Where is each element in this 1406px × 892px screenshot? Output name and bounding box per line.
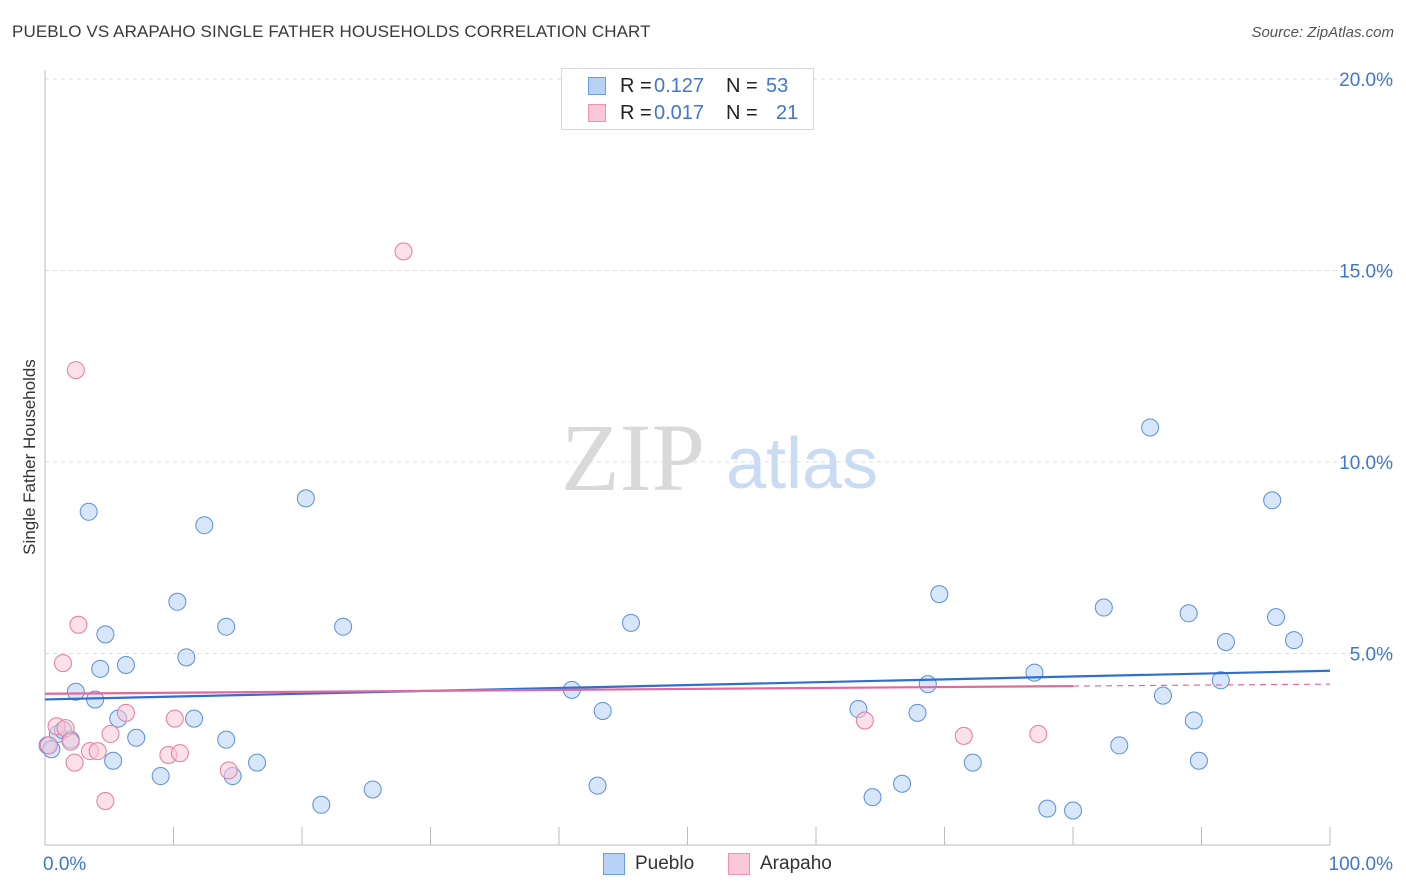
data-point-arapaho: [1029, 724, 1048, 743]
data-point-pueblo: [66, 682, 85, 701]
watermark-zip: ZIP: [561, 404, 705, 511]
legend-row-pueblo: R = 0.127 N = 53: [588, 73, 788, 99]
data-point-pueblo: [79, 502, 98, 521]
data-point-pueblo: [1110, 736, 1129, 755]
data-point-arapaho: [88, 742, 107, 761]
data-point-pueblo: [96, 625, 115, 644]
data-point-pueblo: [930, 585, 949, 604]
legend-label-pueblo: Pueblo: [635, 853, 695, 874]
n-value: 53: [766, 74, 789, 97]
data-point-pueblo: [588, 776, 607, 795]
data-point-pueblo: [195, 516, 214, 535]
data-point-arapaho: [66, 361, 85, 380]
data-point-arapaho: [61, 732, 80, 751]
data-point-pueblo: [127, 728, 146, 747]
series-legend: Pueblo Arapaho: [0, 850, 1406, 878]
data-point-pueblo: [296, 489, 315, 508]
pueblo-swatch: [603, 853, 625, 875]
trend-line-arapaho: [44, 684, 1074, 695]
data-point-pueblo: [168, 592, 187, 611]
data-point-pueblo: [893, 774, 912, 793]
data-point-arapaho: [394, 242, 413, 261]
r-value: 0.017: [654, 101, 705, 124]
data-point-pueblo: [217, 730, 236, 749]
data-point-pueblo: [334, 617, 353, 636]
trend-lines: [44, 669, 1331, 701]
data-point-arapaho: [101, 724, 120, 743]
legend-item-pueblo[interactable]: Pueblo: [603, 850, 694, 878]
n-label: N =: [726, 101, 758, 124]
series-arapaho-points: [39, 242, 1048, 810]
data-point-pueblo: [1094, 598, 1113, 617]
arapaho-swatch: [728, 853, 750, 875]
r-label: R =: [620, 101, 652, 124]
data-point-pueblo: [217, 617, 236, 636]
data-point-pueblo: [1153, 686, 1172, 705]
trend-line-arapaho-extension: [1072, 683, 1331, 687]
legend-item-arapaho[interactable]: Arapaho: [728, 850, 832, 878]
trend-line-pueblo: [44, 669, 1331, 701]
data-point-pueblo: [1267, 608, 1286, 627]
y-tick-label: 15.0%: [1339, 262, 1393, 283]
arapaho-swatch: [588, 104, 606, 122]
data-point-pueblo: [1064, 801, 1082, 820]
y-tick-label: 20.0%: [1339, 70, 1393, 91]
tick-labels: 5.0% 10.0% 15.0% 20.0% 0.0% 100.0%: [43, 70, 1393, 875]
data-point-arapaho: [165, 709, 184, 728]
data-point-pueblo: [104, 751, 123, 770]
data-point-pueblo: [91, 659, 110, 678]
data-point-pueblo: [1189, 751, 1208, 770]
data-point-pueblo: [918, 675, 937, 694]
data-point-pueblo: [908, 703, 927, 722]
data-point-arapaho: [855, 711, 874, 730]
data-point-pueblo: [1263, 491, 1282, 510]
r-label: R =: [620, 74, 652, 97]
r-value: 0.127: [654, 74, 705, 97]
chart-title: PUEBLO VS ARAPAHO SINGLE FATHER HOUSEHOL…: [12, 22, 651, 41]
data-point-arapaho: [65, 753, 84, 772]
source-label: Source: ZipAtlas.com: [1251, 24, 1394, 41]
gridlines: [45, 78, 1395, 654]
legend-row-arapaho: R = 0.017 N = 21: [588, 100, 798, 126]
data-point-pueblo: [1141, 418, 1160, 437]
pueblo-swatch: [588, 77, 606, 95]
data-point-pueblo: [593, 701, 612, 720]
data-point-pueblo: [116, 655, 135, 674]
legend-label-arapaho: Arapaho: [760, 853, 832, 874]
data-point-pueblo: [177, 648, 196, 667]
data-point-pueblo: [1179, 604, 1198, 623]
data-point-arapaho: [170, 744, 189, 763]
data-point-pueblo: [363, 780, 382, 799]
data-point-pueblo: [863, 788, 882, 807]
n-value: 21: [776, 101, 799, 124]
x-tick-label: 100.0%: [1329, 854, 1394, 875]
data-point-pueblo: [1038, 799, 1057, 818]
data-point-pueblo: [248, 753, 267, 772]
y-tick-label: 5.0%: [1350, 645, 1393, 666]
data-point-arapaho: [69, 615, 88, 634]
data-point-pueblo: [1025, 663, 1044, 682]
data-point-pueblo: [1216, 633, 1235, 652]
data-point-arapaho: [954, 726, 973, 745]
data-point-arapaho: [96, 791, 115, 810]
data-point-pueblo: [963, 753, 982, 772]
axes: [44, 70, 1331, 846]
y-tick-label: 10.0%: [1339, 453, 1393, 474]
correlation-legend: R = 0.127 N = 53 R = 0.017 N = 21: [561, 68, 814, 130]
data-point-pueblo: [185, 709, 204, 728]
data-point-arapaho: [39, 736, 58, 755]
data-point-pueblo: [151, 767, 170, 786]
watermark-atlas: atlas: [726, 424, 878, 504]
n-label: N =: [726, 74, 758, 97]
data-point-arapaho: [116, 703, 135, 722]
data-point-arapaho: [219, 761, 238, 780]
data-point-pueblo: [621, 613, 640, 632]
data-point-pueblo: [1184, 711, 1203, 730]
data-point-pueblo: [1285, 631, 1304, 650]
data-point-pueblo: [312, 795, 331, 814]
data-point-arapaho: [53, 654, 72, 673]
x-tick-label: 0.0%: [43, 854, 86, 875]
